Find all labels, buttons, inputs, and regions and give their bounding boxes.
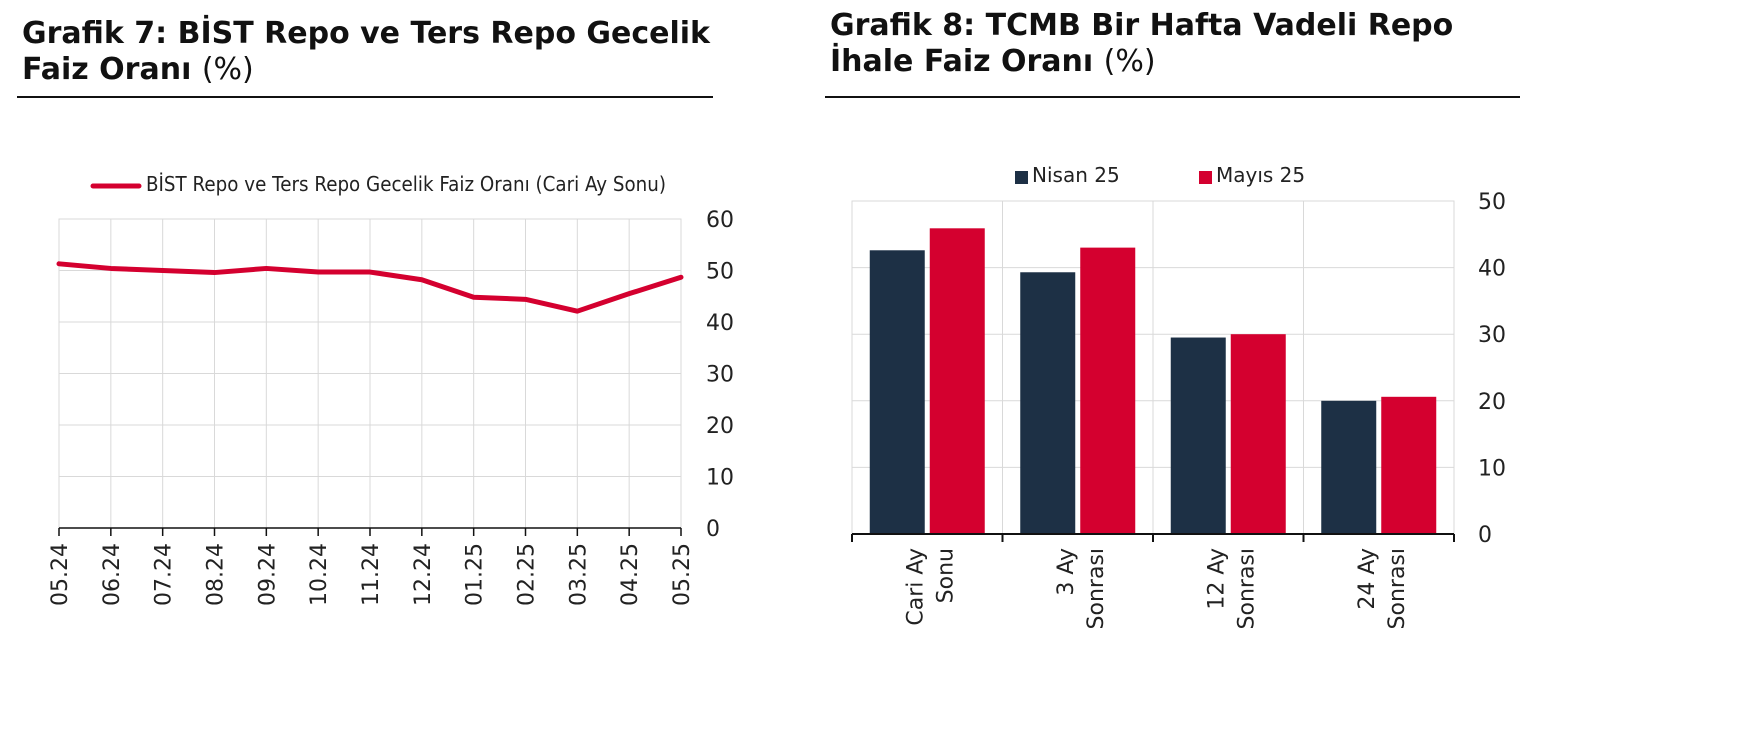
chart8-bar — [929, 228, 985, 534]
chart7-title-unit: (%) — [201, 52, 254, 87]
chart7-x-tick-label: 05.24 — [48, 543, 73, 606]
chart7-x-tick-label: 08.24 — [204, 543, 229, 606]
chart7-legend-label: BİST Repo ve Ters Repo Gecelik Faiz Oran… — [146, 172, 666, 196]
chart8-y-tick-label: 50 — [1478, 190, 1506, 215]
chart8-x-tick-label: Sonrası — [1084, 548, 1109, 629]
chart8-x-tick-label: Sonrası — [1234, 548, 1259, 629]
chart8-x-tick-label: Sonu — [933, 548, 958, 603]
chart8-y-tick-label: 20 — [1478, 390, 1506, 415]
chart8-x-tick-label: Sonrası — [1385, 548, 1410, 629]
chart8-title-text: Grafik 8: TCMB Bir Hafta Vadeli Repo İha… — [830, 8, 1454, 79]
chart8-y-tick-label: 40 — [1478, 257, 1506, 282]
chart7-series-line — [56, 261, 684, 314]
chart7-y-tick-label: 40 — [706, 311, 734, 336]
chart7-x-tick-label: 09.24 — [255, 543, 280, 606]
chart7-y-tick-label: 50 — [706, 260, 734, 285]
chart8-y-tick-label: 30 — [1478, 323, 1506, 348]
chart8-bar — [1170, 337, 1226, 534]
chart7-y-tick-label: 20 — [706, 414, 734, 439]
chart8-x-tick-label: 3 Ay — [1054, 548, 1079, 596]
chart7-y-tick-label: 30 — [706, 363, 734, 388]
chart7-y-tick-label: 0 — [706, 517, 720, 542]
chart8-bar — [1381, 396, 1437, 534]
chart7-x-tick-label: 10.24 — [307, 543, 332, 606]
chart8-legend-swatch — [1015, 171, 1028, 184]
chart7-title-text: Grafik 7: BİST Repo ve Ters Repo Gecelik… — [22, 16, 710, 87]
chart8-y-tick-label: 0 — [1478, 523, 1492, 548]
chart7-x-tick-label: 06.24 — [100, 543, 125, 606]
chart8-legend-label: Mayıs 25 — [1216, 163, 1305, 187]
chart8-title: Grafik 8: TCMB Bir Hafta Vadeli Repo İha… — [830, 8, 1520, 80]
chart8-title-rule — [825, 96, 1520, 98]
chart7-y-tick-label: 60 — [706, 208, 734, 233]
chart8-bar — [1321, 400, 1377, 534]
chart8-bar — [869, 250, 925, 534]
chart8-bar — [1230, 334, 1286, 534]
chart8-x-tick-label: 12 Ay — [1204, 548, 1229, 610]
chart7-x-tick-label: 11.24 — [359, 543, 384, 606]
chart7-y-tick-label: 10 — [706, 466, 734, 491]
chart7-x-tick-label: 03.25 — [566, 543, 591, 606]
chart8-y-tick-label: 10 — [1478, 456, 1506, 481]
chart7-title-rule — [17, 96, 713, 98]
chart8-legend-label: Nisan 25 — [1032, 163, 1120, 187]
chart7-x-tick-label: 04.25 — [618, 543, 643, 606]
chart8-x-tick-label: 24 Ay — [1355, 548, 1380, 610]
chart8-title-unit: (%) — [1103, 44, 1156, 79]
chart7-x-tick-label: 05.25 — [670, 543, 695, 606]
chart7-x-tick-label: 01.25 — [463, 543, 488, 606]
chart7-title: Grafik 7: BİST Repo ve Ters Repo Gecelik… — [22, 16, 722, 88]
chart7-x-tick-label: 12.24 — [411, 543, 436, 606]
chart8-bar — [1020, 272, 1076, 534]
chart7-x-tick-label: 02.25 — [515, 543, 540, 606]
chart8-legend-swatch — [1199, 171, 1212, 184]
chart8-bar — [1080, 247, 1136, 534]
chart8-x-tick-label: Cari Ay — [903, 548, 928, 626]
chart7-x-tick-label: 07.24 — [152, 543, 177, 606]
